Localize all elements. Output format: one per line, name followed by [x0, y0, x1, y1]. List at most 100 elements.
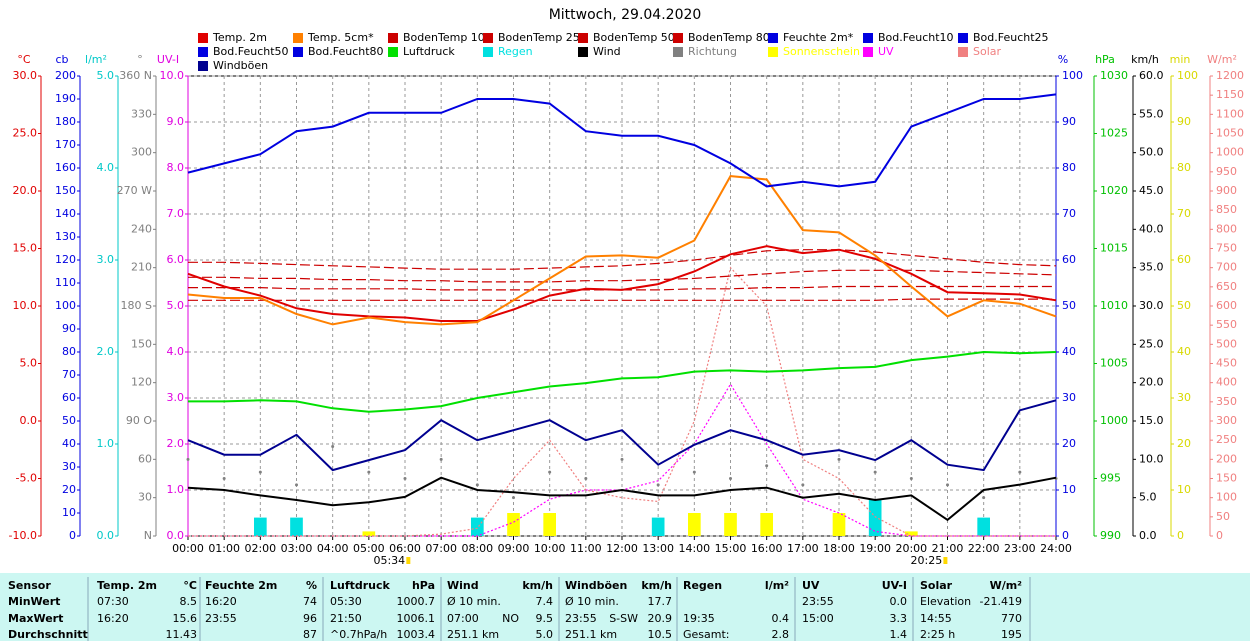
legend-swatch [388, 33, 398, 43]
bar [471, 517, 484, 536]
y-tick-label: 2.0 [167, 437, 185, 450]
series-line [188, 298, 1056, 301]
cell-value: 1003.4 [397, 628, 436, 641]
y-tick-label: 8.0 [167, 161, 185, 174]
y-tick-label: 0.0 [1139, 529, 1157, 542]
y-tick-label: 30.0 [13, 69, 38, 82]
y-tick-label: 600 [1216, 299, 1237, 312]
legend-label: Wind [593, 45, 621, 58]
cell-text: 15:00 [802, 612, 834, 625]
point [873, 470, 877, 474]
cell-value: hPa [412, 579, 435, 592]
x-tick-label: 10:00 [534, 542, 566, 555]
y-tick-label: 350 [1216, 395, 1237, 408]
y-tick-label: 30 [1062, 391, 1076, 404]
cell-value: 17.7 [648, 595, 673, 608]
y-tick-label: 0 [1216, 529, 1223, 542]
y-tick-label: 140 [55, 207, 76, 220]
legend-swatch [863, 33, 873, 43]
cell-value: 10.5 [648, 628, 673, 641]
cell-text: NO [502, 612, 519, 625]
y-tick-label: 250 [1216, 433, 1237, 446]
cell-value: W/m² [990, 579, 1023, 592]
y-tick-label: 100 [55, 299, 76, 312]
y-tick-label: 3.0 [97, 253, 115, 266]
cell-value: km/h [522, 579, 553, 592]
y-tick-label: 150 [1216, 472, 1237, 485]
cell-value: % [306, 579, 317, 592]
cell-value: 1000.7 [397, 595, 436, 608]
cell-text: Regen [683, 579, 722, 592]
cell-value: °C [183, 579, 197, 592]
cell-text: 07:30 [97, 595, 129, 608]
y-tick-label: 90 O [126, 414, 152, 427]
row-label: Durchschnitt [8, 628, 88, 641]
y-tick-label: 30 [62, 460, 76, 473]
bar [651, 517, 665, 536]
y-tick-label: 40 [1177, 345, 1191, 358]
annotation-marker [406, 557, 411, 564]
y-tick-label: 130 [55, 230, 76, 243]
legend-label: Luftdruck [403, 45, 455, 58]
y-tick-label: 240 [131, 222, 152, 235]
point [403, 477, 407, 480]
legend-label: BodenTemp 80 [688, 31, 770, 44]
legend-label: Richtung [688, 45, 737, 58]
cell-value: 15.6 [173, 612, 198, 625]
y-tick-label: 120 [131, 376, 152, 389]
y-tick-label: 950 [1216, 165, 1237, 178]
y-tick-label: 35.0 [1139, 261, 1164, 274]
legend-swatch [483, 33, 493, 43]
point [512, 496, 515, 500]
legend-label: Solar [973, 45, 1002, 58]
legend-label: Regen [498, 45, 533, 58]
x-tick-label: 17:00 [787, 542, 819, 555]
y-tick-label: 7.0 [167, 207, 185, 220]
y-tick-label: 10 [1177, 483, 1191, 496]
y-tick-label: 70 [62, 368, 76, 381]
y-tick-label: 300 [1216, 414, 1237, 427]
series-line [187, 399, 1057, 472]
x-tick-label: 05:00 [353, 542, 385, 555]
cell-value: 1006.1 [397, 612, 436, 625]
cell-text: 16:20 [205, 595, 237, 608]
cell-value: 5.0 [536, 628, 554, 641]
legend-label: Bod.Feucht50 [213, 45, 289, 58]
x-tick-label: 02:00 [244, 542, 276, 555]
y-tick-label: 30.0 [1139, 299, 1164, 312]
y-tick-label: 150 [131, 337, 152, 350]
bar [688, 513, 701, 536]
y-tick-label: -10.0 [9, 529, 37, 542]
cell-text: Feuchte 2m [205, 579, 277, 592]
annotation: 05:34 [373, 554, 405, 567]
y-tick-label: 5.0 [167, 299, 185, 312]
y-tick-label: 550 [1216, 318, 1237, 331]
y-tick-label: 20.0 [1139, 376, 1164, 389]
y-tick-label: 60 [62, 391, 76, 404]
y-tick-label: 60 [138, 452, 152, 465]
y-tick-label: 80 [62, 345, 76, 358]
point [584, 477, 588, 480]
y-tick-label: 60 [1177, 253, 1191, 266]
cell-text: 14:55 [920, 612, 952, 625]
cell-text: 07:00 [447, 612, 479, 625]
cell-value: 8.5 [180, 595, 198, 608]
cell-value: 11.43 [166, 628, 198, 641]
y-tick-label: 100 [1216, 491, 1237, 504]
y-tick-label: 330 [131, 107, 152, 120]
y-tick-label: 4.0 [97, 161, 115, 174]
chart-title: Mittwoch, 29.04.2020 [549, 7, 702, 23]
cell-text: Luftdruck [330, 579, 391, 592]
cell-value: 74 [303, 595, 317, 608]
y-tick-label: 15.0 [1139, 414, 1164, 427]
legend-swatch [198, 33, 208, 43]
legend-swatch [293, 33, 303, 43]
cell-text: UV [802, 579, 820, 592]
x-tick-label: 00:00 [172, 542, 204, 555]
x-tick-label: 01:00 [208, 542, 240, 555]
y-tick-label: 100 [1062, 69, 1083, 82]
y-tick-label: -5.0 [16, 472, 37, 485]
cell-value: km/h [641, 579, 672, 592]
point [475, 483, 479, 487]
y-tick-label: 900 [1216, 184, 1237, 197]
